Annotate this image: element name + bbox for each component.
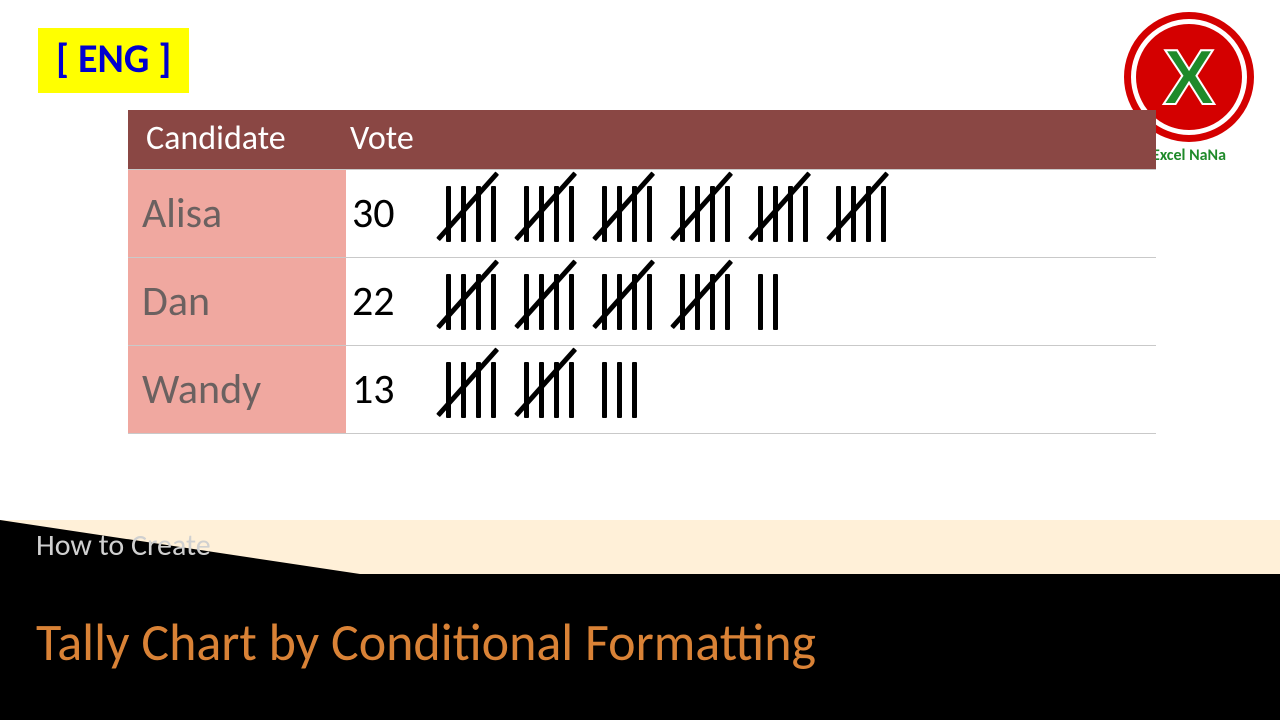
footer-title: Tally Chart by Conditional Formatting [36, 610, 816, 674]
tally-group-icon [446, 274, 496, 330]
tally-cell [436, 186, 1156, 242]
tally-table: Candidate Vote Alisa30Dan22Wandy13 [128, 110, 1156, 434]
tally-group-icon [602, 186, 652, 242]
tally-cell [436, 274, 1156, 330]
footer-subtitle: How to Create [36, 527, 211, 564]
tally-group-icon [680, 186, 730, 242]
table-row: Wandy13 [128, 346, 1156, 434]
language-badge: [ ENG ] [38, 28, 189, 93]
header-vote: Vote [346, 118, 456, 159]
vote-count-cell: 22 [346, 276, 436, 327]
tally-group-icon [758, 186, 808, 242]
tally-group-icon [524, 186, 574, 242]
candidate-cell: Alisa [128, 170, 346, 257]
logo-x-icon: X [1163, 38, 1215, 116]
title-footer: How to Create Tally Chart by Conditional… [0, 520, 1280, 720]
tally-group-icon [680, 274, 730, 330]
tally-group-icon [602, 274, 652, 330]
tally-cell [436, 362, 1156, 418]
tally-group-icon [524, 274, 574, 330]
tally-group-icon [446, 362, 496, 418]
candidate-cell: Dan [128, 258, 346, 345]
vote-count-cell: 30 [346, 188, 436, 239]
vote-count-cell: 13 [346, 364, 436, 415]
table-body: Alisa30Dan22Wandy13 [128, 169, 1156, 434]
tally-group-icon [758, 274, 778, 330]
table-row: Alisa30 [128, 170, 1156, 258]
candidate-cell: Wandy [128, 346, 346, 433]
tally-group-icon [836, 186, 886, 242]
header-candidate: Candidate [128, 118, 346, 159]
table-header: Candidate Vote [128, 110, 1156, 169]
tally-group-icon [446, 186, 496, 242]
tally-group-icon [602, 362, 637, 418]
tally-group-icon [524, 362, 574, 418]
table-row: Dan22 [128, 258, 1156, 346]
